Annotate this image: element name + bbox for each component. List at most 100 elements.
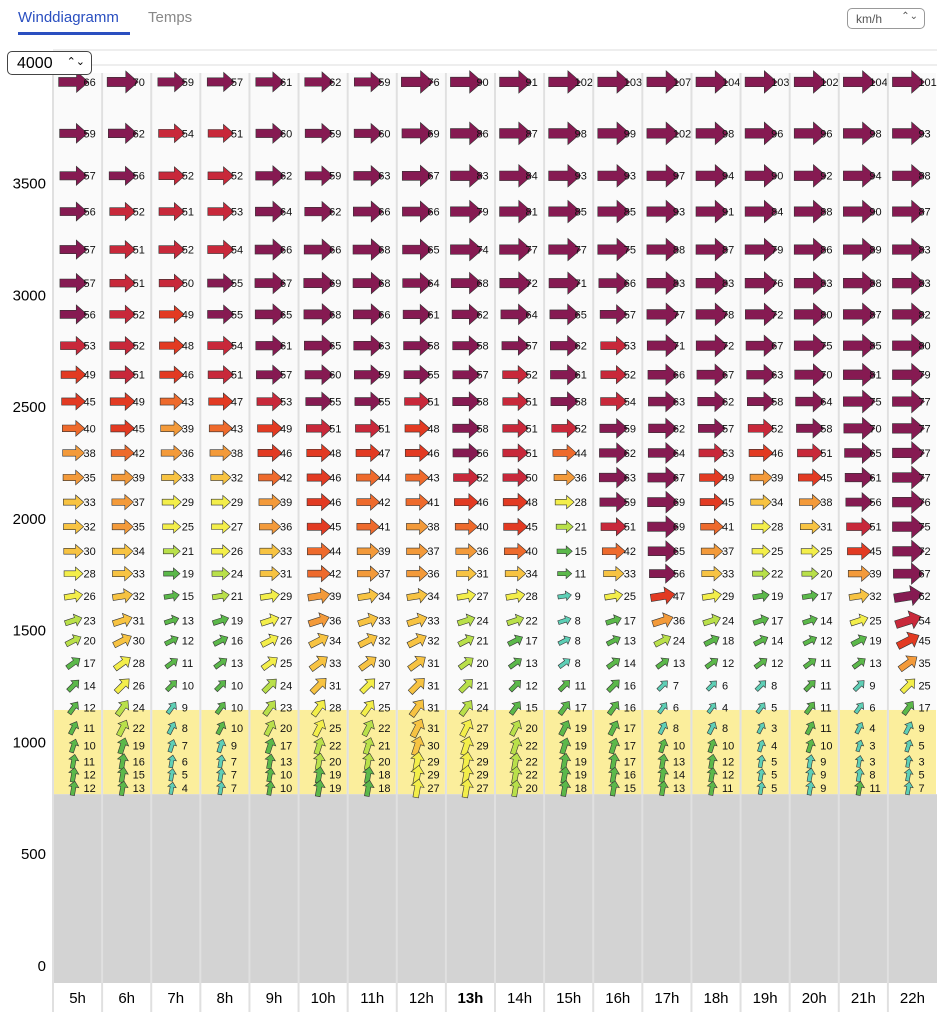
wind-arrow [843,416,876,440]
thermal-band [594,709,642,795]
wind-speed: 21 [575,522,587,534]
wind-arrow [111,518,134,535]
wind-arrow [160,419,184,437]
wind-speed: 5 [771,703,777,715]
wind-arrow [207,123,235,143]
tab-wind[interactable]: Winddiagramm [18,9,119,26]
wind-arrow [116,766,129,784]
wind-speed: 56 [869,497,881,509]
wind-arrow [600,517,628,537]
wind-speed: 61 [427,309,439,321]
wind-speed: 57 [231,77,243,89]
wind-speed: 5 [771,770,777,782]
thermal-band [446,709,494,795]
wind-speed: 21 [476,636,488,648]
wind-arrow [113,678,130,695]
wind-speed: 22 [133,723,145,735]
wind-speed: 59 [378,77,390,89]
wind-speed: 24 [722,615,734,627]
wind-arrow [458,700,473,717]
wind-arrow [505,588,526,603]
wind-arrow [647,442,678,464]
wind-speed: 10 [673,741,685,753]
wind-speed: 21 [476,680,488,692]
wind-speed: 35 [84,472,96,484]
column-bg [790,73,838,795]
wind-speed: 40 [84,423,96,435]
thermal-band [152,709,200,795]
wind-speed: 7 [918,783,924,795]
wind-speed: 76 [771,278,783,290]
wind-speed: 36 [182,448,194,460]
unit-select[interactable]: km/h ⌃⌄ [847,8,925,29]
altitude-select[interactable]: 4000 ⌃⌄ [7,51,92,75]
wind-arrow [793,121,827,146]
thermal-band [54,709,102,795]
wind-speed: 94 [869,171,881,183]
wind-arrow [843,70,876,94]
wind-speed: 66 [624,278,636,290]
wind-arrow [499,271,532,295]
wind-arrow [207,335,235,356]
wind-arrow [892,416,925,441]
wind-speed: 27 [231,522,243,534]
wind-arrow [403,335,432,356]
wind-speed: 83 [820,278,832,290]
wind-arrow [846,517,873,537]
wind-arrow [756,768,767,782]
wind-arrow [402,303,433,325]
wind-speed: 52 [476,472,488,484]
x-tick-label: 20h [802,990,827,1007]
wind-arrow [646,199,680,224]
wind-speed: 6 [673,703,679,715]
wind-arrow [407,678,425,695]
wind-arrow [304,364,334,386]
wind-speed: 64 [427,278,439,290]
wind-speed: 30 [84,546,96,558]
wind-arrow [356,518,381,536]
wind-arrow [263,720,277,737]
wind-arrow [404,391,431,412]
wind-speed: 62 [329,206,341,218]
ground [887,794,937,983]
wind-arrow [63,518,85,535]
wind-speed: 51 [231,128,243,140]
wind-speed: 49 [133,396,145,408]
column-bg [201,73,249,795]
wind-speed: 63 [673,396,685,408]
wind-speed: 56 [84,206,96,218]
hour-column: 1029893857771656261585244362821151198881… [543,70,594,1012]
wind-arrow [111,493,134,511]
wind-speed: 103 [624,77,642,89]
wind-speed: 16 [624,680,636,692]
wind-arrow [501,335,530,356]
wind-speed: 59 [624,497,636,509]
wind-speed: 61 [869,472,881,484]
wind-speed: 11 [182,658,193,670]
wind-speed: 55 [427,370,439,382]
wind-speed: 45 [820,472,832,484]
wind-speed: 38 [231,448,243,460]
wind-speed: 27 [476,591,488,603]
wind-arrow [558,720,571,737]
wind-speed: 88 [869,278,881,290]
wind-speed: 46 [280,448,292,460]
ground [151,794,201,983]
wind-speed: 83 [722,278,734,290]
y-tick-label: 1500 [13,623,46,640]
wind-speed: 20 [476,658,488,670]
wind-arrow [410,778,425,799]
wind-arrow [893,585,924,607]
wind-arrow [109,239,136,260]
wind-arrow [213,657,228,670]
tab-temps[interactable]: Temps [148,9,193,26]
thermal-band [643,709,691,795]
wind-arrow [259,543,281,560]
wind-arrow [207,239,235,260]
wind-speed: 102 [673,128,691,140]
wind-arrow [303,303,335,326]
wind-speed: 15 [182,591,194,603]
wind-speed: 62 [133,128,145,140]
wind-speed: 23 [280,703,292,715]
wind-arrow [457,634,475,648]
